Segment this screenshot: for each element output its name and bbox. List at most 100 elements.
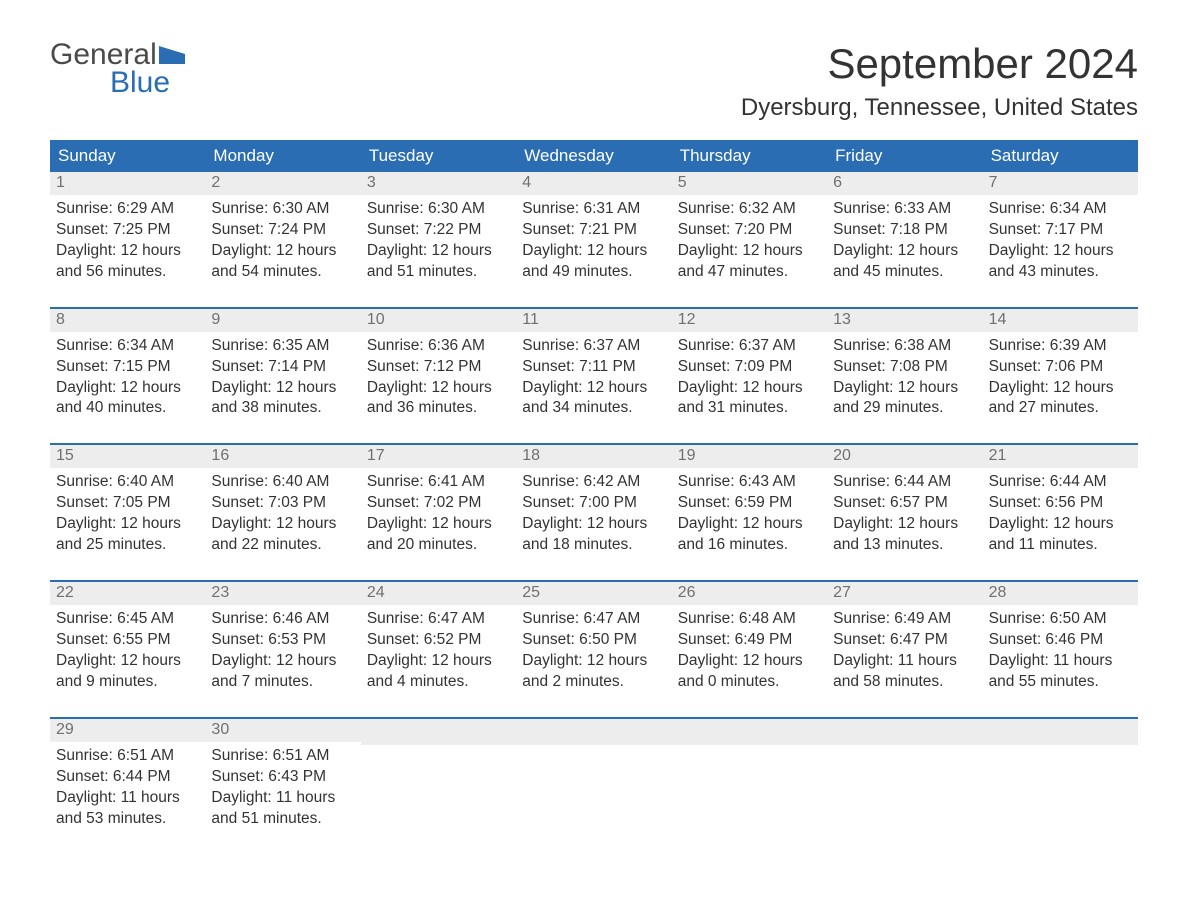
- sunset-line: Sunset: 7:09 PM: [678, 357, 821, 378]
- sunrise-line: Sunrise: 6:49 AM: [833, 609, 976, 630]
- sunrise-line: Sunrise: 6:42 AM: [522, 472, 665, 493]
- day-content: Sunrise: 6:51 AMSunset: 6:43 PMDaylight:…: [205, 746, 360, 830]
- sunset-line: Sunset: 7:20 PM: [678, 220, 821, 241]
- calendar-day: 14Sunrise: 6:39 AMSunset: 7:06 PMDayligh…: [983, 309, 1138, 444]
- day-number: 2: [205, 172, 360, 195]
- sunset-line: Sunset: 6:57 PM: [833, 493, 976, 514]
- day-number: 15: [50, 445, 205, 468]
- sunrise-line: Sunrise: 6:51 AM: [211, 746, 354, 767]
- sunrise-line: Sunrise: 6:44 AM: [833, 472, 976, 493]
- calendar-day-empty: [827, 719, 982, 854]
- calendar-day: 22Sunrise: 6:45 AMSunset: 6:55 PMDayligh…: [50, 582, 205, 717]
- sunrise-line: Sunrise: 6:51 AM: [56, 746, 199, 767]
- sunrise-line: Sunrise: 6:47 AM: [522, 609, 665, 630]
- day-number: 25: [516, 582, 671, 605]
- day-number: 29: [50, 719, 205, 742]
- day-content: Sunrise: 6:36 AMSunset: 7:12 PMDaylight:…: [361, 336, 516, 420]
- title-block: September 2024 Dyersburg, Tennessee, Uni…: [741, 40, 1138, 134]
- calendar-day: 5 Sunrise: 6:32 AMSunset: 7:20 PMDaylight…: [672, 172, 827, 307]
- calendar-day: 18Sunrise: 6:42 AMSunset: 7:00 PMDayligh…: [516, 445, 671, 580]
- month-title: September 2024: [741, 40, 1138, 88]
- daylight-line: Daylight: 12 hours and 16 minutes.: [678, 514, 821, 556]
- calendar-week: 1Sunrise: 6:29 AMSunset: 7:25 PMDaylight…: [50, 172, 1138, 307]
- day-number: 10: [361, 309, 516, 332]
- daylight-line: Daylight: 12 hours and 18 minutes.: [522, 514, 665, 556]
- calendar-day: 19Sunrise: 6:43 AMSunset: 6:59 PMDayligh…: [672, 445, 827, 580]
- daylight-line: Daylight: 12 hours and 20 minutes.: [367, 514, 510, 556]
- calendar-day: 11Sunrise: 6:37 AMSunset: 7:11 PMDayligh…: [516, 309, 671, 444]
- calendar-day: 15Sunrise: 6:40 AMSunset: 7:05 PMDayligh…: [50, 445, 205, 580]
- day-number: [983, 719, 1138, 745]
- day-content: Sunrise: 6:48 AMSunset: 6:49 PMDaylight:…: [672, 609, 827, 693]
- day-number: 24: [361, 582, 516, 605]
- sunrise-line: Sunrise: 6:30 AM: [367, 199, 510, 220]
- calendar-day: 24 Sunrise: 6:47 AMSunset: 6:52 PMDayligh…: [361, 582, 516, 717]
- day-content: Sunrise: 6:49 AMSunset: 6:47 PMDaylight:…: [827, 609, 982, 693]
- sunset-line: Sunset: 6:52 PM: [367, 630, 510, 651]
- calendar-week: 15Sunrise: 6:40 AMSunset: 7:05 PMDayligh…: [50, 443, 1138, 580]
- daylight-line: Daylight: 12 hours and 22 minutes.: [211, 514, 354, 556]
- calendar-day: 9Sunrise: 6:35 AMSunset: 7:14 PMDaylight…: [205, 309, 360, 444]
- day-number: 23: [205, 582, 360, 605]
- calendar-day: 7Sunrise: 6:34 AMSunset: 7:17 PMDaylight…: [983, 172, 1138, 307]
- day-content: Sunrise: 6:41 AMSunset: 7:02 PMDaylight:…: [361, 472, 516, 556]
- calendar-day-empty: [983, 719, 1138, 854]
- daylight-line: Daylight: 12 hours and 51 minutes.: [367, 241, 510, 283]
- day-content: Sunrise: 6:32 AMSunset: 7:20 PMDaylight:…: [672, 199, 827, 283]
- daylight-line: Daylight: 12 hours and 4 minutes.: [367, 651, 510, 693]
- daylight-line: Daylight: 12 hours and 34 minutes.: [522, 378, 665, 420]
- calendar: Sunday Monday Tuesday Wednesday Thursday…: [50, 140, 1138, 853]
- daylight-line: Daylight: 12 hours and 38 minutes.: [211, 378, 354, 420]
- sunrise-line: Sunrise: 6:38 AM: [833, 336, 976, 357]
- day-number: 26: [672, 582, 827, 605]
- daylight-line: Daylight: 12 hours and 13 minutes.: [833, 514, 976, 556]
- location-subtitle: Dyersburg, Tennessee, United States: [741, 94, 1138, 122]
- calendar-day: 29 Sunrise: 6:51 AMSunset: 6:44 PMDayligh…: [50, 719, 205, 854]
- day-content: Sunrise: 6:34 AMSunset: 7:15 PMDaylight:…: [50, 336, 205, 420]
- calendar-day: 16Sunrise: 6:40 AMSunset: 7:03 PMDayligh…: [205, 445, 360, 580]
- sunset-line: Sunset: 7:11 PM: [522, 357, 665, 378]
- brand-logo: General Blue: [50, 40, 185, 98]
- sunrise-line: Sunrise: 6:32 AM: [678, 199, 821, 220]
- day-number: 5: [672, 172, 827, 195]
- sunrise-line: Sunrise: 6:34 AM: [56, 336, 199, 357]
- daylight-line: Daylight: 12 hours and 0 minutes.: [678, 651, 821, 693]
- calendar-day: 17Sunrise: 6:41 AMSunset: 7:02 PMDayligh…: [361, 445, 516, 580]
- calendar-day: 23Sunrise: 6:46 AMSunset: 6:53 PMDayligh…: [205, 582, 360, 717]
- daylight-line: Daylight: 12 hours and 7 minutes.: [211, 651, 354, 693]
- day-number: 21: [983, 445, 1138, 468]
- sunrise-line: Sunrise: 6:47 AM: [367, 609, 510, 630]
- weekday-header: Wednesday: [516, 140, 671, 172]
- sunset-line: Sunset: 7:12 PM: [367, 357, 510, 378]
- sunrise-line: Sunrise: 6:37 AM: [678, 336, 821, 357]
- sunset-line: Sunset: 7:06 PM: [989, 357, 1132, 378]
- flag-icon: [159, 46, 185, 64]
- sunrise-line: Sunrise: 6:39 AM: [989, 336, 1132, 357]
- sunset-line: Sunset: 7:18 PM: [833, 220, 976, 241]
- sunrise-line: Sunrise: 6:37 AM: [522, 336, 665, 357]
- day-content: Sunrise: 6:37 AMSunset: 7:09 PMDaylight:…: [672, 336, 827, 420]
- day-number: [361, 719, 516, 745]
- daylight-line: Daylight: 11 hours and 58 minutes.: [833, 651, 976, 693]
- day-number: 3: [361, 172, 516, 195]
- daylight-line: Daylight: 12 hours and 29 minutes.: [833, 378, 976, 420]
- weekday-header: Thursday: [672, 140, 827, 172]
- daylight-line: Daylight: 12 hours and 54 minutes.: [211, 241, 354, 283]
- page-header: General Blue September 2024 Dyersburg, T…: [50, 40, 1138, 134]
- calendar-day-empty: [672, 719, 827, 854]
- calendar-day: 20Sunrise: 6:44 AMSunset: 6:57 PMDayligh…: [827, 445, 982, 580]
- day-content: Sunrise: 6:51 AMSunset: 6:44 PMDaylight:…: [50, 746, 205, 830]
- daylight-line: Daylight: 11 hours and 55 minutes.: [989, 651, 1132, 693]
- calendar-day-empty: [516, 719, 671, 854]
- sunset-line: Sunset: 6:55 PM: [56, 630, 199, 651]
- day-content: Sunrise: 6:37 AMSunset: 7:11 PMDaylight:…: [516, 336, 671, 420]
- day-content: Sunrise: 6:47 AMSunset: 6:50 PMDaylight:…: [516, 609, 671, 693]
- calendar-day: 30 Sunrise: 6:51 AMSunset: 6:43 PMDayligh…: [205, 719, 360, 854]
- sunset-line: Sunset: 6:49 PM: [678, 630, 821, 651]
- day-number: 30: [205, 719, 360, 742]
- sunset-line: Sunset: 7:17 PM: [989, 220, 1132, 241]
- sunset-line: Sunset: 7:14 PM: [211, 357, 354, 378]
- day-content: Sunrise: 6:34 AMSunset: 7:17 PMDaylight:…: [983, 199, 1138, 283]
- sunrise-line: Sunrise: 6:40 AM: [211, 472, 354, 493]
- day-number: 28: [983, 582, 1138, 605]
